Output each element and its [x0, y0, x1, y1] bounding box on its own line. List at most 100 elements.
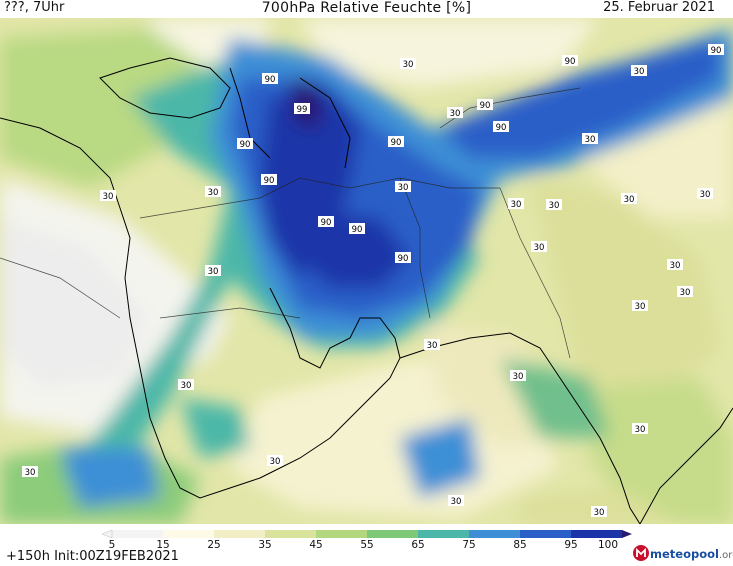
- date-label: 25. Februar 2021: [603, 0, 715, 15]
- svg-text:30: 30: [700, 190, 711, 200]
- contour-label: 30: [631, 65, 647, 77]
- contour-label: 90: [262, 73, 278, 85]
- logo-main-text: meteopool: [650, 547, 719, 561]
- contour-label: 90: [237, 138, 253, 150]
- contour-label: 30: [667, 259, 683, 271]
- svg-text:30: 30: [208, 267, 219, 277]
- svg-text:90: 90: [480, 101, 491, 111]
- svg-text:90: 90: [711, 46, 722, 56]
- contour-label: 90: [708, 44, 724, 56]
- contour-label: 30: [632, 423, 648, 435]
- contour-label: 30: [677, 286, 693, 298]
- svg-text:30: 30: [270, 457, 281, 467]
- contour-label: 30: [447, 107, 463, 119]
- colorbar-min-arrow: [101, 529, 113, 538]
- contour-label: 30: [508, 198, 524, 210]
- svg-text:30: 30: [103, 192, 114, 202]
- svg-text:30: 30: [427, 341, 438, 351]
- svg-text:30: 30: [635, 425, 646, 435]
- colorbar-tick-label: 35: [258, 539, 272, 551]
- svg-text:90: 90: [240, 140, 251, 150]
- svg-text:30: 30: [680, 288, 691, 298]
- svg-text:90: 90: [264, 176, 275, 186]
- svg-text:30: 30: [208, 188, 219, 198]
- contour-label: 30: [267, 455, 283, 467]
- svg-text:90: 90: [321, 218, 332, 228]
- humidity-map: 90 90 99 90 90 90 90 90 90 90 90 90 30 3…: [0, 18, 733, 524]
- meteopool-logo-text[interactable]: meteopool.org: [650, 547, 733, 561]
- svg-text:30: 30: [451, 497, 462, 507]
- colorbar-segment: [469, 530, 521, 538]
- svg-text:30: 30: [594, 508, 605, 518]
- contour-label: 30: [100, 190, 116, 202]
- contour-label: 90: [395, 252, 411, 264]
- contour-label: 90: [261, 174, 277, 186]
- humidity-field: [0, 18, 733, 524]
- contour-labels: 90 90 99 90 90 90 90 90 90 90 90 90 30 3…: [22, 44, 724, 518]
- colorbar-tick-label: 100: [597, 539, 619, 551]
- svg-text:30: 30: [585, 135, 596, 145]
- contour-label: 30: [205, 265, 221, 277]
- contour-label: 90: [388, 136, 404, 148]
- contour-label: 30: [546, 199, 562, 211]
- svg-text:30: 30: [450, 109, 461, 119]
- colorbar-segment: [214, 530, 266, 538]
- contour-label: 90: [349, 223, 365, 235]
- colorbar: [101, 529, 632, 538]
- valid-time-label: ???, 7Uhr: [4, 0, 65, 15]
- colorbar-tick-label: 55: [360, 539, 374, 551]
- svg-text:30: 30: [511, 200, 522, 210]
- svg-text:90: 90: [565, 57, 576, 67]
- colorbar-tick-label: 45: [309, 539, 323, 551]
- contour-label: 30: [178, 379, 194, 391]
- svg-text:30: 30: [670, 261, 681, 271]
- svg-text:30: 30: [635, 302, 646, 312]
- model-run-label: +150h Init:00Z19FEB2021: [6, 549, 179, 564]
- svg-text:30: 30: [25, 468, 36, 478]
- svg-text:90: 90: [352, 225, 363, 235]
- colorbar-max-arrow: [622, 530, 632, 538]
- contour-label: 30: [531, 241, 547, 253]
- contour-label: 30: [400, 58, 416, 70]
- contour-label: 30: [205, 186, 221, 198]
- country-borders: [0, 87, 581, 359]
- contour-label: 30: [395, 181, 411, 193]
- colorbar-segment: [520, 530, 572, 538]
- svg-text:90: 90: [496, 123, 507, 133]
- contour-label: 90: [477, 99, 493, 111]
- colorbar-segment: [112, 530, 164, 538]
- colorbar-segment: [316, 530, 368, 538]
- contour-label: 30: [510, 370, 526, 382]
- colorbar-segment: [571, 530, 623, 538]
- contour-label: 30: [591, 506, 607, 518]
- svg-text:30: 30: [624, 195, 635, 205]
- meteopool-logo-icon[interactable]: [632, 543, 650, 563]
- colorbar-tick-label: 85: [513, 539, 527, 551]
- contour-label: 30: [22, 466, 38, 478]
- coastlines: [0, 57, 733, 524]
- svg-text:99: 99: [297, 105, 308, 115]
- svg-text:90: 90: [265, 75, 276, 85]
- chart-title: 700hPa Relative Feuchte [%]: [261, 0, 472, 16]
- svg-text:30: 30: [398, 183, 409, 193]
- logo-suffix-text: .org: [718, 550, 733, 561]
- svg-text:30: 30: [634, 67, 645, 77]
- contour-label: 90: [318, 216, 334, 228]
- contour-label: 30: [448, 495, 464, 507]
- colorbar-tick-label: 25: [207, 539, 221, 551]
- colorbar-segment: [265, 530, 317, 538]
- colorbar-tick-label: 5: [108, 539, 116, 551]
- colorbar-tick-label: 75: [462, 539, 476, 551]
- contour-label: 30: [621, 193, 637, 205]
- colorbar-segment: [367, 530, 419, 538]
- svg-text:30: 30: [403, 60, 414, 70]
- contour-label: 30: [424, 339, 440, 351]
- contour-label: 99: [294, 103, 310, 115]
- svg-text:90: 90: [391, 138, 402, 148]
- contour-label: 30: [582, 133, 598, 145]
- colorbar-segment: [418, 530, 470, 538]
- contour-label: 30: [632, 300, 648, 312]
- svg-text:30: 30: [181, 381, 192, 391]
- contour-label: 30: [697, 188, 713, 200]
- colorbar-tick-label: 65: [411, 539, 425, 551]
